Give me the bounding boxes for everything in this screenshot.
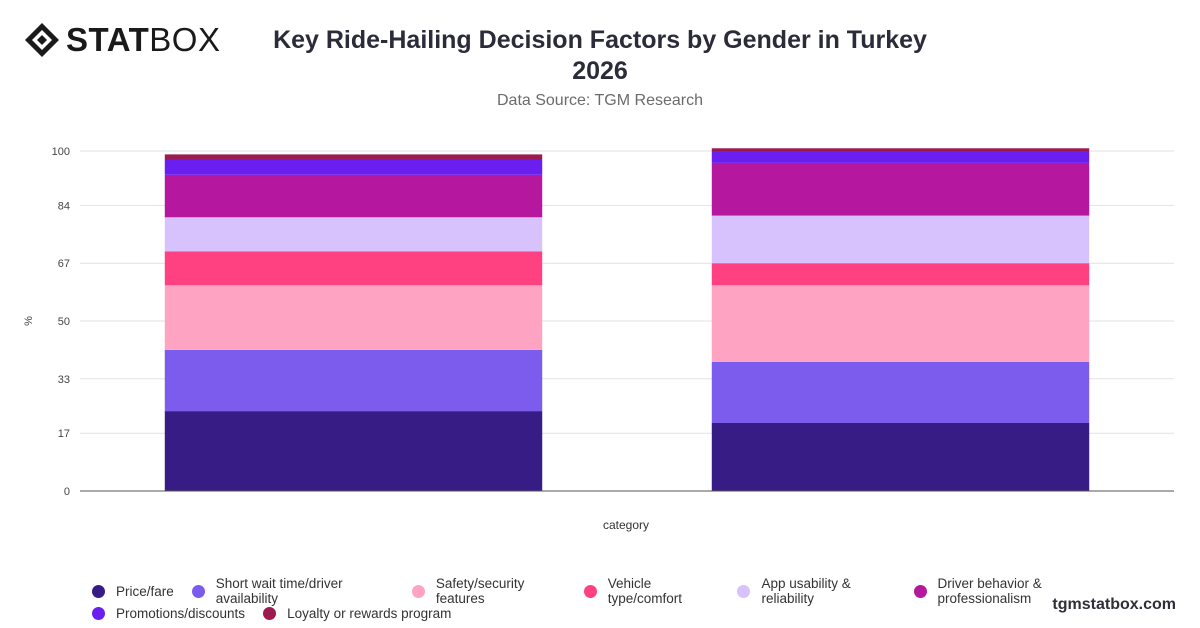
y-tick-label: 50 bbox=[58, 316, 70, 328]
bar-segment bbox=[711, 361, 1090, 423]
bar-segment bbox=[711, 162, 1090, 216]
legend-item: App usability & reliability bbox=[737, 576, 895, 606]
logo-text-light: BOX bbox=[149, 21, 221, 58]
bar-segment bbox=[164, 159, 543, 175]
legend-swatch-icon bbox=[583, 584, 597, 598]
bar-segment bbox=[164, 411, 543, 491]
bar-segment bbox=[711, 263, 1090, 286]
diamond-logo-icon bbox=[25, 23, 59, 57]
chart-title-line2: 2026 bbox=[572, 57, 628, 85]
legend-label: Short wait time/driver availability bbox=[215, 576, 343, 606]
bar-segment bbox=[711, 151, 1090, 163]
legend-swatch-icon bbox=[92, 606, 105, 620]
bar-segment bbox=[164, 349, 543, 412]
y-tick-label: 33 bbox=[58, 374, 70, 386]
legend-label: App usability & reliability bbox=[761, 576, 851, 606]
legend-label: Driver behavior & professionalism bbox=[937, 576, 1042, 606]
legend-swatch-icon bbox=[411, 584, 425, 598]
legend-item: Price/fare bbox=[92, 584, 174, 599]
bar-segment bbox=[164, 251, 543, 286]
legend-label: Loyalty or rewards program bbox=[287, 605, 452, 621]
legend-swatch-icon bbox=[263, 606, 277, 620]
bar-segment bbox=[711, 285, 1090, 362]
legend-label: Price/fare bbox=[116, 583, 174, 599]
bar-segment bbox=[711, 423, 1090, 491]
legend-item: Driver behavior & professionalism bbox=[913, 576, 1125, 606]
y-tick-label: 0 bbox=[64, 486, 70, 498]
legend-row: Price/fare Short wait time/driver availab… bbox=[92, 576, 1142, 606]
chart-legend: Price/fare Short wait time/driver availab… bbox=[92, 576, 1142, 624]
y-tick-label: 67 bbox=[58, 258, 70, 270]
logo-text-bold: STAT bbox=[66, 21, 150, 58]
legend-item: Promotions/discounts bbox=[92, 606, 245, 621]
legend-item: Safety/security features bbox=[411, 576, 566, 606]
y-axis-label: % bbox=[23, 316, 35, 326]
legend-swatch-icon bbox=[913, 584, 927, 598]
y-tick-label: 17 bbox=[58, 428, 70, 440]
legend-item: Vehicle type/comfort bbox=[583, 576, 720, 606]
bar-segment bbox=[711, 148, 1090, 151]
bar-segment bbox=[711, 215, 1090, 264]
bar-segment bbox=[164, 154, 543, 160]
legend-swatch-icon bbox=[737, 584, 751, 598]
bar-segment bbox=[164, 174, 543, 218]
legend-label: Vehicle type/comfort bbox=[607, 576, 683, 606]
legend-swatch-icon bbox=[191, 584, 205, 598]
bar-segment bbox=[164, 217, 543, 252]
bar-segment bbox=[164, 285, 543, 350]
stacked-bar-chart: 0 17 33 50 67 84 100 category% bbox=[23, 146, 1174, 532]
chart-subtitle: Data Source: TGM Research bbox=[496, 92, 703, 109]
statbox-logo: STATBOX bbox=[24, 22, 220, 58]
legend-item: Short wait time/driver availability bbox=[191, 576, 394, 606]
legend-item: Loyalty or rewards program bbox=[263, 606, 451, 621]
x-axis-label: category bbox=[603, 518, 649, 532]
watermark: tgmstatbox.com bbox=[1052, 596, 1176, 613]
y-tick-label: 100 bbox=[52, 146, 70, 158]
legend-label: Safety/security features bbox=[435, 576, 525, 606]
chart-title-line1: Key Ride-Hailing Decision Factors by Gen… bbox=[273, 26, 927, 54]
legend-row: Promotions/discounts Loyalty or rewards p… bbox=[92, 602, 1142, 624]
logo-text: STATBOX bbox=[66, 22, 220, 58]
y-tick-label: 84 bbox=[58, 200, 70, 212]
legend-swatch-icon bbox=[92, 584, 105, 598]
legend-label: Promotions/discounts bbox=[116, 605, 246, 621]
